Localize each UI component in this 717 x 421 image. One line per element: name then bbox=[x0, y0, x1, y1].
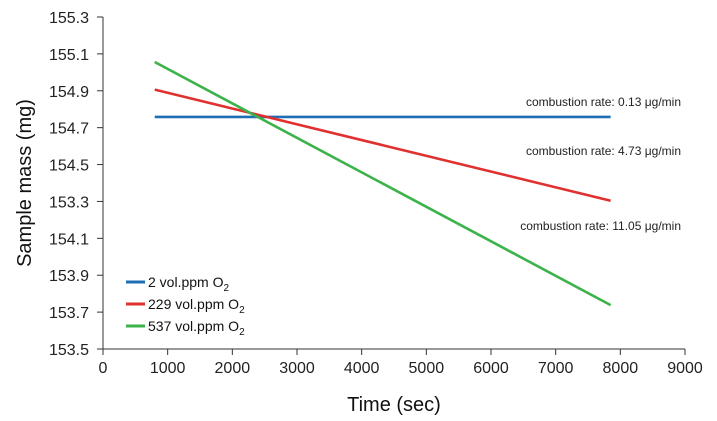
series-line bbox=[154, 88, 611, 202]
y-tick-label: 153.3 bbox=[49, 194, 89, 211]
series-annotation: combustion rate: 11.05 μg/min bbox=[520, 219, 681, 233]
x-tick-label: 7000 bbox=[538, 360, 574, 377]
legend-label: 537 vol.ppm O2 bbox=[148, 318, 245, 338]
y-tick-label: 153.9 bbox=[49, 268, 89, 285]
y-tick-label: 155.1 bbox=[49, 47, 89, 64]
x-tick-label: 8000 bbox=[603, 360, 639, 377]
legend-label-subscript: 2 bbox=[223, 283, 229, 294]
legend-label-subscript: 2 bbox=[239, 305, 245, 316]
y-tick-label: 153.7 bbox=[49, 305, 89, 322]
y-axis-title: Sample mass (mg) bbox=[14, 99, 36, 267]
y-tick-label: 153.5 bbox=[49, 342, 89, 359]
legend-label: 229 vol.ppm O2 bbox=[148, 296, 245, 316]
y-tick-label: 155.3 bbox=[49, 10, 89, 27]
x-tick-label: 5000 bbox=[409, 360, 445, 377]
series-annotation: combustion rate: 4.73 μg/min bbox=[526, 144, 681, 158]
y-tick-label: 154.1 bbox=[49, 231, 89, 248]
y-tick-label: 154.9 bbox=[49, 84, 89, 101]
y-tick-label: 154.7 bbox=[49, 121, 89, 138]
x-tick-label: 9000 bbox=[667, 360, 703, 377]
y-ticks: 153.5 153.7 153.9 154.1 153.3 154.5 154.7 154.9… bbox=[49, 10, 103, 359]
x-ticks: 0 1000 2000 3000 4000 5000 6000 7000 8000 9000 bbox=[99, 349, 703, 377]
x-tick-label: 6000 bbox=[473, 360, 509, 377]
x-tick-label: 2000 bbox=[215, 360, 251, 377]
y-tick-label: 154.5 bbox=[49, 158, 89, 175]
series-line bbox=[154, 60, 612, 307]
x-tick-label: 1000 bbox=[150, 360, 186, 377]
x-tick-label: 4000 bbox=[344, 360, 380, 377]
x-tick-label: 0 bbox=[99, 360, 108, 377]
x-tick-label: 3000 bbox=[279, 360, 315, 377]
legend-label: 2 vol.ppm O2 bbox=[148, 274, 229, 294]
x-axis-title: Time (sec) bbox=[347, 394, 441, 416]
series-annotation: combustion rate: 0.13 μg/min bbox=[526, 95, 681, 109]
legend-label-subscript: 2 bbox=[239, 327, 245, 338]
annotations: combustion rate: 0.13 μg/min combustion r… bbox=[520, 95, 681, 233]
series-lines bbox=[154, 60, 612, 307]
